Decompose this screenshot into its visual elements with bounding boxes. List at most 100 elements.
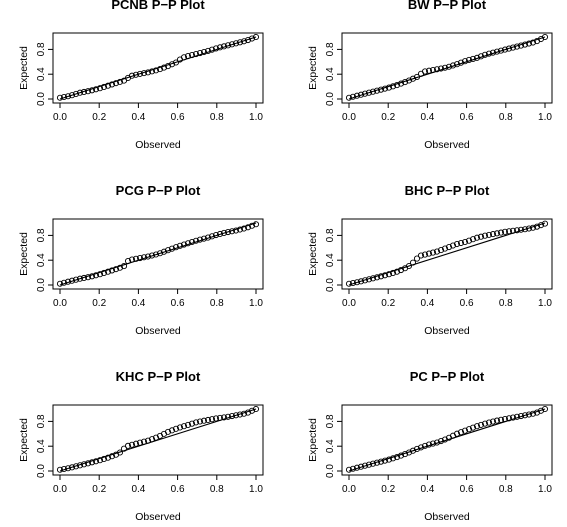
data-point (541, 220, 549, 227)
data-point (433, 248, 441, 255)
data-point (236, 226, 244, 233)
data-point (405, 449, 413, 456)
data-point (517, 412, 525, 420)
data-point (152, 434, 160, 441)
data-point (385, 456, 393, 463)
data-point (172, 59, 180, 66)
data-point (136, 439, 144, 446)
data-point (497, 416, 505, 423)
data-point (248, 35, 256, 42)
data-point (425, 441, 433, 448)
x-tick-label: 0.6 (460, 484, 474, 495)
data-point (104, 454, 112, 461)
data-point (84, 274, 92, 281)
x-axis-label: Observed (135, 139, 181, 151)
data-point (453, 430, 461, 437)
data-point (216, 44, 224, 51)
data-point (489, 418, 497, 425)
data-point (385, 271, 393, 278)
data-point (361, 462, 369, 469)
data-point (445, 243, 453, 251)
data-point (421, 68, 429, 75)
data-point (88, 273, 96, 280)
data-point (345, 94, 353, 101)
data-point (220, 229, 228, 237)
data-point (461, 58, 469, 65)
data-point (453, 240, 461, 248)
data-point (116, 264, 124, 271)
y-axis-label: Expected (18, 418, 30, 462)
data-point (433, 66, 441, 73)
x-tick-label: 0.4 (420, 484, 434, 495)
data-point (449, 62, 457, 69)
data-point (481, 232, 489, 239)
data-point (453, 61, 461, 68)
data-point (441, 64, 449, 71)
reference-line (59, 222, 257, 286)
x-tick-label: 0.4 (420, 298, 434, 309)
panel-title: BHC P−P Plot (405, 183, 490, 198)
x-axis-label: Observed (424, 325, 470, 337)
data-point (160, 248, 168, 255)
data-point (425, 250, 433, 257)
data-point (212, 415, 220, 422)
data-point (429, 440, 437, 447)
data-point (84, 460, 92, 467)
data-point (393, 82, 401, 89)
data-point (357, 91, 365, 98)
x-axis-label: Observed (135, 511, 181, 523)
y-tick-label: 0.8 (36, 414, 47, 428)
data-point (513, 43, 521, 50)
data-point (108, 453, 116, 460)
data-point (465, 426, 473, 433)
y-tick-label: 0.4 (36, 67, 47, 81)
data-point (192, 50, 200, 58)
y-tick-label: 0.4 (325, 67, 336, 81)
data-point (192, 419, 200, 426)
x-tick-label: 1.0 (249, 484, 263, 495)
data-point (541, 405, 549, 413)
data-point (148, 252, 156, 259)
panel-title: KHC P−P Plot (116, 369, 201, 384)
x-tick-label: 0.0 (53, 112, 67, 123)
y-axis-label: Expected (307, 232, 319, 276)
data-point (377, 86, 385, 93)
data-point (501, 228, 509, 235)
x-tick-label: 0.6 (171, 484, 185, 495)
data-point (92, 272, 100, 279)
data-point (128, 256, 136, 263)
plot-frame (341, 218, 553, 290)
data-point (204, 47, 212, 54)
data-point (401, 451, 409, 458)
data-point (164, 247, 172, 254)
data-point (128, 441, 136, 448)
data-point (140, 70, 148, 77)
panel-4: BHC P−P Plot 0.0 0.2 0.4 0.6 0.8 1.0 0.0 0.4 0.8 O… (307, 183, 553, 337)
data-point (76, 462, 84, 469)
y-tick-label: 0.8 (325, 414, 336, 428)
data-point (80, 274, 88, 282)
data-point (365, 276, 373, 283)
x-tick-label: 0.0 (53, 298, 67, 309)
data-point (373, 87, 381, 94)
y-tick-label: 0.4 (36, 253, 47, 267)
data-point (96, 85, 104, 92)
data-point (128, 72, 136, 79)
data-point (224, 413, 232, 420)
data-point (445, 63, 453, 70)
data-point (465, 56, 473, 64)
x-tick-label: 1.0 (538, 112, 552, 123)
data-point (112, 80, 120, 87)
data-point (365, 89, 373, 96)
plot-frame (52, 32, 264, 104)
data-point (493, 417, 501, 424)
data-point (529, 410, 537, 417)
x-tick-label: 0.8 (210, 112, 224, 123)
data-point (148, 68, 156, 75)
data-point (204, 416, 212, 424)
x-tick-label: 0.8 (210, 484, 224, 495)
x-axis-label: Observed (424, 139, 470, 151)
data-point (405, 77, 413, 84)
data-point (252, 33, 260, 41)
data-point (200, 48, 208, 56)
